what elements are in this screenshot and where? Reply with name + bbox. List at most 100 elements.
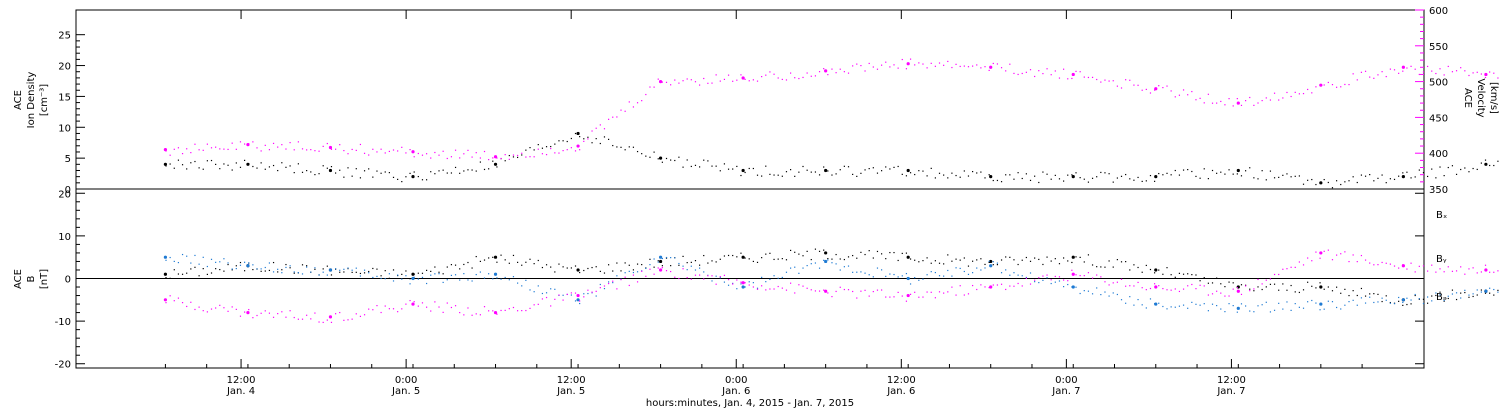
sample-Bz xyxy=(1025,277,1027,279)
sample-By xyxy=(260,268,262,270)
sample-Bz xyxy=(827,292,829,294)
sample-Bz xyxy=(1476,272,1478,274)
sample-Bx xyxy=(1162,273,1164,275)
sample-velocity xyxy=(583,140,585,142)
sample-Bx xyxy=(1187,273,1189,275)
sample-density xyxy=(1327,181,1329,184)
sample-velocity xyxy=(231,142,233,144)
sample-Bz xyxy=(616,288,618,290)
sample-Bz xyxy=(909,293,912,295)
sample-velocity xyxy=(628,101,630,103)
sample-density xyxy=(1307,179,1309,181)
sample-Bz xyxy=(202,310,204,312)
sample-By xyxy=(430,274,432,276)
sample-Bx xyxy=(686,262,688,264)
sample-Bz xyxy=(1009,285,1011,287)
sample-By xyxy=(885,275,887,278)
sample-Bz xyxy=(1261,283,1263,285)
sample-density xyxy=(525,149,527,151)
sample-density xyxy=(959,176,961,178)
sample-velocity xyxy=(847,72,850,74)
point-velocity xyxy=(411,150,415,154)
sample-velocity xyxy=(1406,67,1408,69)
sample-By xyxy=(744,286,746,288)
sample-Bx xyxy=(169,277,171,279)
sample-velocity xyxy=(550,147,552,150)
sample-velocity xyxy=(818,71,821,73)
sample-Bz xyxy=(636,281,639,283)
sample-Bx xyxy=(227,263,229,266)
sample-Bx xyxy=(1476,294,1478,296)
sample-velocity xyxy=(1182,89,1185,91)
sample-By xyxy=(1489,287,1491,289)
sample-By xyxy=(587,292,589,295)
sample-velocity xyxy=(885,61,887,63)
sample-density xyxy=(690,165,692,168)
sample-Bz xyxy=(1489,271,1491,273)
sample-Bz xyxy=(694,274,697,276)
sample-Bz xyxy=(1228,295,1230,297)
sample-velocity xyxy=(1443,74,1445,76)
point-By xyxy=(246,264,250,268)
sample-By xyxy=(1257,305,1259,307)
sample-By xyxy=(1017,274,1019,276)
sample-Bz xyxy=(277,313,279,315)
sample-density xyxy=(1158,172,1160,175)
sample-Bz xyxy=(512,306,515,309)
sample-density xyxy=(272,164,275,167)
sample-By xyxy=(1369,296,1371,298)
point-velocity xyxy=(576,144,580,148)
sample-velocity xyxy=(914,64,916,66)
sample-Bx xyxy=(765,253,767,255)
sample-By xyxy=(380,277,382,280)
sample-Bz xyxy=(1352,254,1354,256)
sample-Bx xyxy=(1273,283,1276,285)
sample-By xyxy=(471,280,473,282)
sample-Bx xyxy=(545,264,548,266)
sample-Bz xyxy=(517,310,519,312)
sample-density xyxy=(438,170,440,172)
sample-Bx xyxy=(388,277,390,279)
sample-density xyxy=(1273,177,1276,179)
sample-Bz xyxy=(235,308,237,310)
sample-velocity xyxy=(1493,72,1495,74)
sample-Bx xyxy=(1203,277,1205,279)
sample-velocity xyxy=(1224,104,1226,106)
sample-By xyxy=(235,267,237,270)
sample-density xyxy=(1050,178,1052,180)
sample-Bx xyxy=(835,253,837,256)
sample-Bx xyxy=(591,266,593,269)
sample-density xyxy=(1356,181,1358,184)
sample-velocity xyxy=(661,81,663,83)
sample-By xyxy=(748,281,750,283)
sample-Bx xyxy=(1005,256,1007,258)
sample-density xyxy=(384,171,386,173)
sample-By xyxy=(521,285,523,287)
sample-Bx xyxy=(521,264,523,266)
point-density xyxy=(1154,175,1158,179)
sample-Bz xyxy=(256,314,258,317)
sample-velocity xyxy=(972,65,974,67)
sample-Bz xyxy=(1017,282,1019,285)
sample-Bz xyxy=(243,311,246,313)
sample-Bx xyxy=(339,271,341,273)
sample-Bx xyxy=(475,255,477,258)
sample-velocity xyxy=(1104,79,1106,81)
sample-By xyxy=(343,268,345,270)
sample-Bx xyxy=(1294,291,1296,293)
sample-velocity xyxy=(1158,85,1160,87)
sample-velocity xyxy=(1116,85,1118,87)
point-Bz xyxy=(1236,289,1240,293)
sample-By xyxy=(202,256,204,258)
sample-Bx xyxy=(678,264,680,266)
sample-By xyxy=(372,276,374,279)
sample-By xyxy=(206,265,208,268)
sample-velocity xyxy=(442,150,444,152)
sample-By xyxy=(657,261,659,263)
sample-density xyxy=(1377,177,1379,179)
sample-velocity xyxy=(438,154,440,156)
sample-Bx xyxy=(392,269,395,271)
sample-Bx xyxy=(1029,260,1032,262)
sample-density xyxy=(831,174,833,176)
sample-By xyxy=(699,267,701,269)
